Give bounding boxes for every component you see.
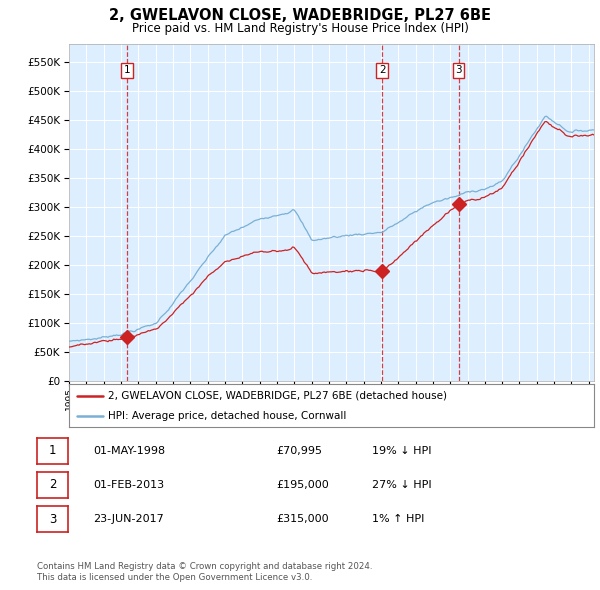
Text: 2: 2: [379, 65, 386, 76]
Text: £315,000: £315,000: [276, 514, 329, 524]
Text: 23-JUN-2017: 23-JUN-2017: [93, 514, 164, 524]
Text: 1: 1: [124, 65, 131, 76]
Text: 3: 3: [455, 65, 462, 76]
Text: Contains HM Land Registry data © Crown copyright and database right 2024.: Contains HM Land Registry data © Crown c…: [37, 562, 373, 571]
Text: HPI: Average price, detached house, Cornwall: HPI: Average price, detached house, Corn…: [109, 411, 347, 421]
Text: £195,000: £195,000: [276, 480, 329, 490]
Text: £70,995: £70,995: [276, 446, 322, 455]
Text: This data is licensed under the Open Government Licence v3.0.: This data is licensed under the Open Gov…: [37, 573, 313, 582]
Text: 1% ↑ HPI: 1% ↑ HPI: [372, 514, 424, 524]
Text: 01-MAY-1998: 01-MAY-1998: [93, 446, 165, 455]
Text: 19% ↓ HPI: 19% ↓ HPI: [372, 446, 431, 455]
Text: 27% ↓ HPI: 27% ↓ HPI: [372, 480, 431, 490]
Text: 01-FEB-2013: 01-FEB-2013: [93, 480, 164, 490]
Text: 2: 2: [49, 478, 56, 491]
Text: Price paid vs. HM Land Registry's House Price Index (HPI): Price paid vs. HM Land Registry's House …: [131, 22, 469, 35]
Text: 3: 3: [49, 513, 56, 526]
Text: 1: 1: [49, 444, 56, 457]
Text: 2, GWELAVON CLOSE, WADEBRIDGE, PL27 6BE (detached house): 2, GWELAVON CLOSE, WADEBRIDGE, PL27 6BE …: [109, 391, 448, 401]
Text: 2, GWELAVON CLOSE, WADEBRIDGE, PL27 6BE: 2, GWELAVON CLOSE, WADEBRIDGE, PL27 6BE: [109, 8, 491, 22]
